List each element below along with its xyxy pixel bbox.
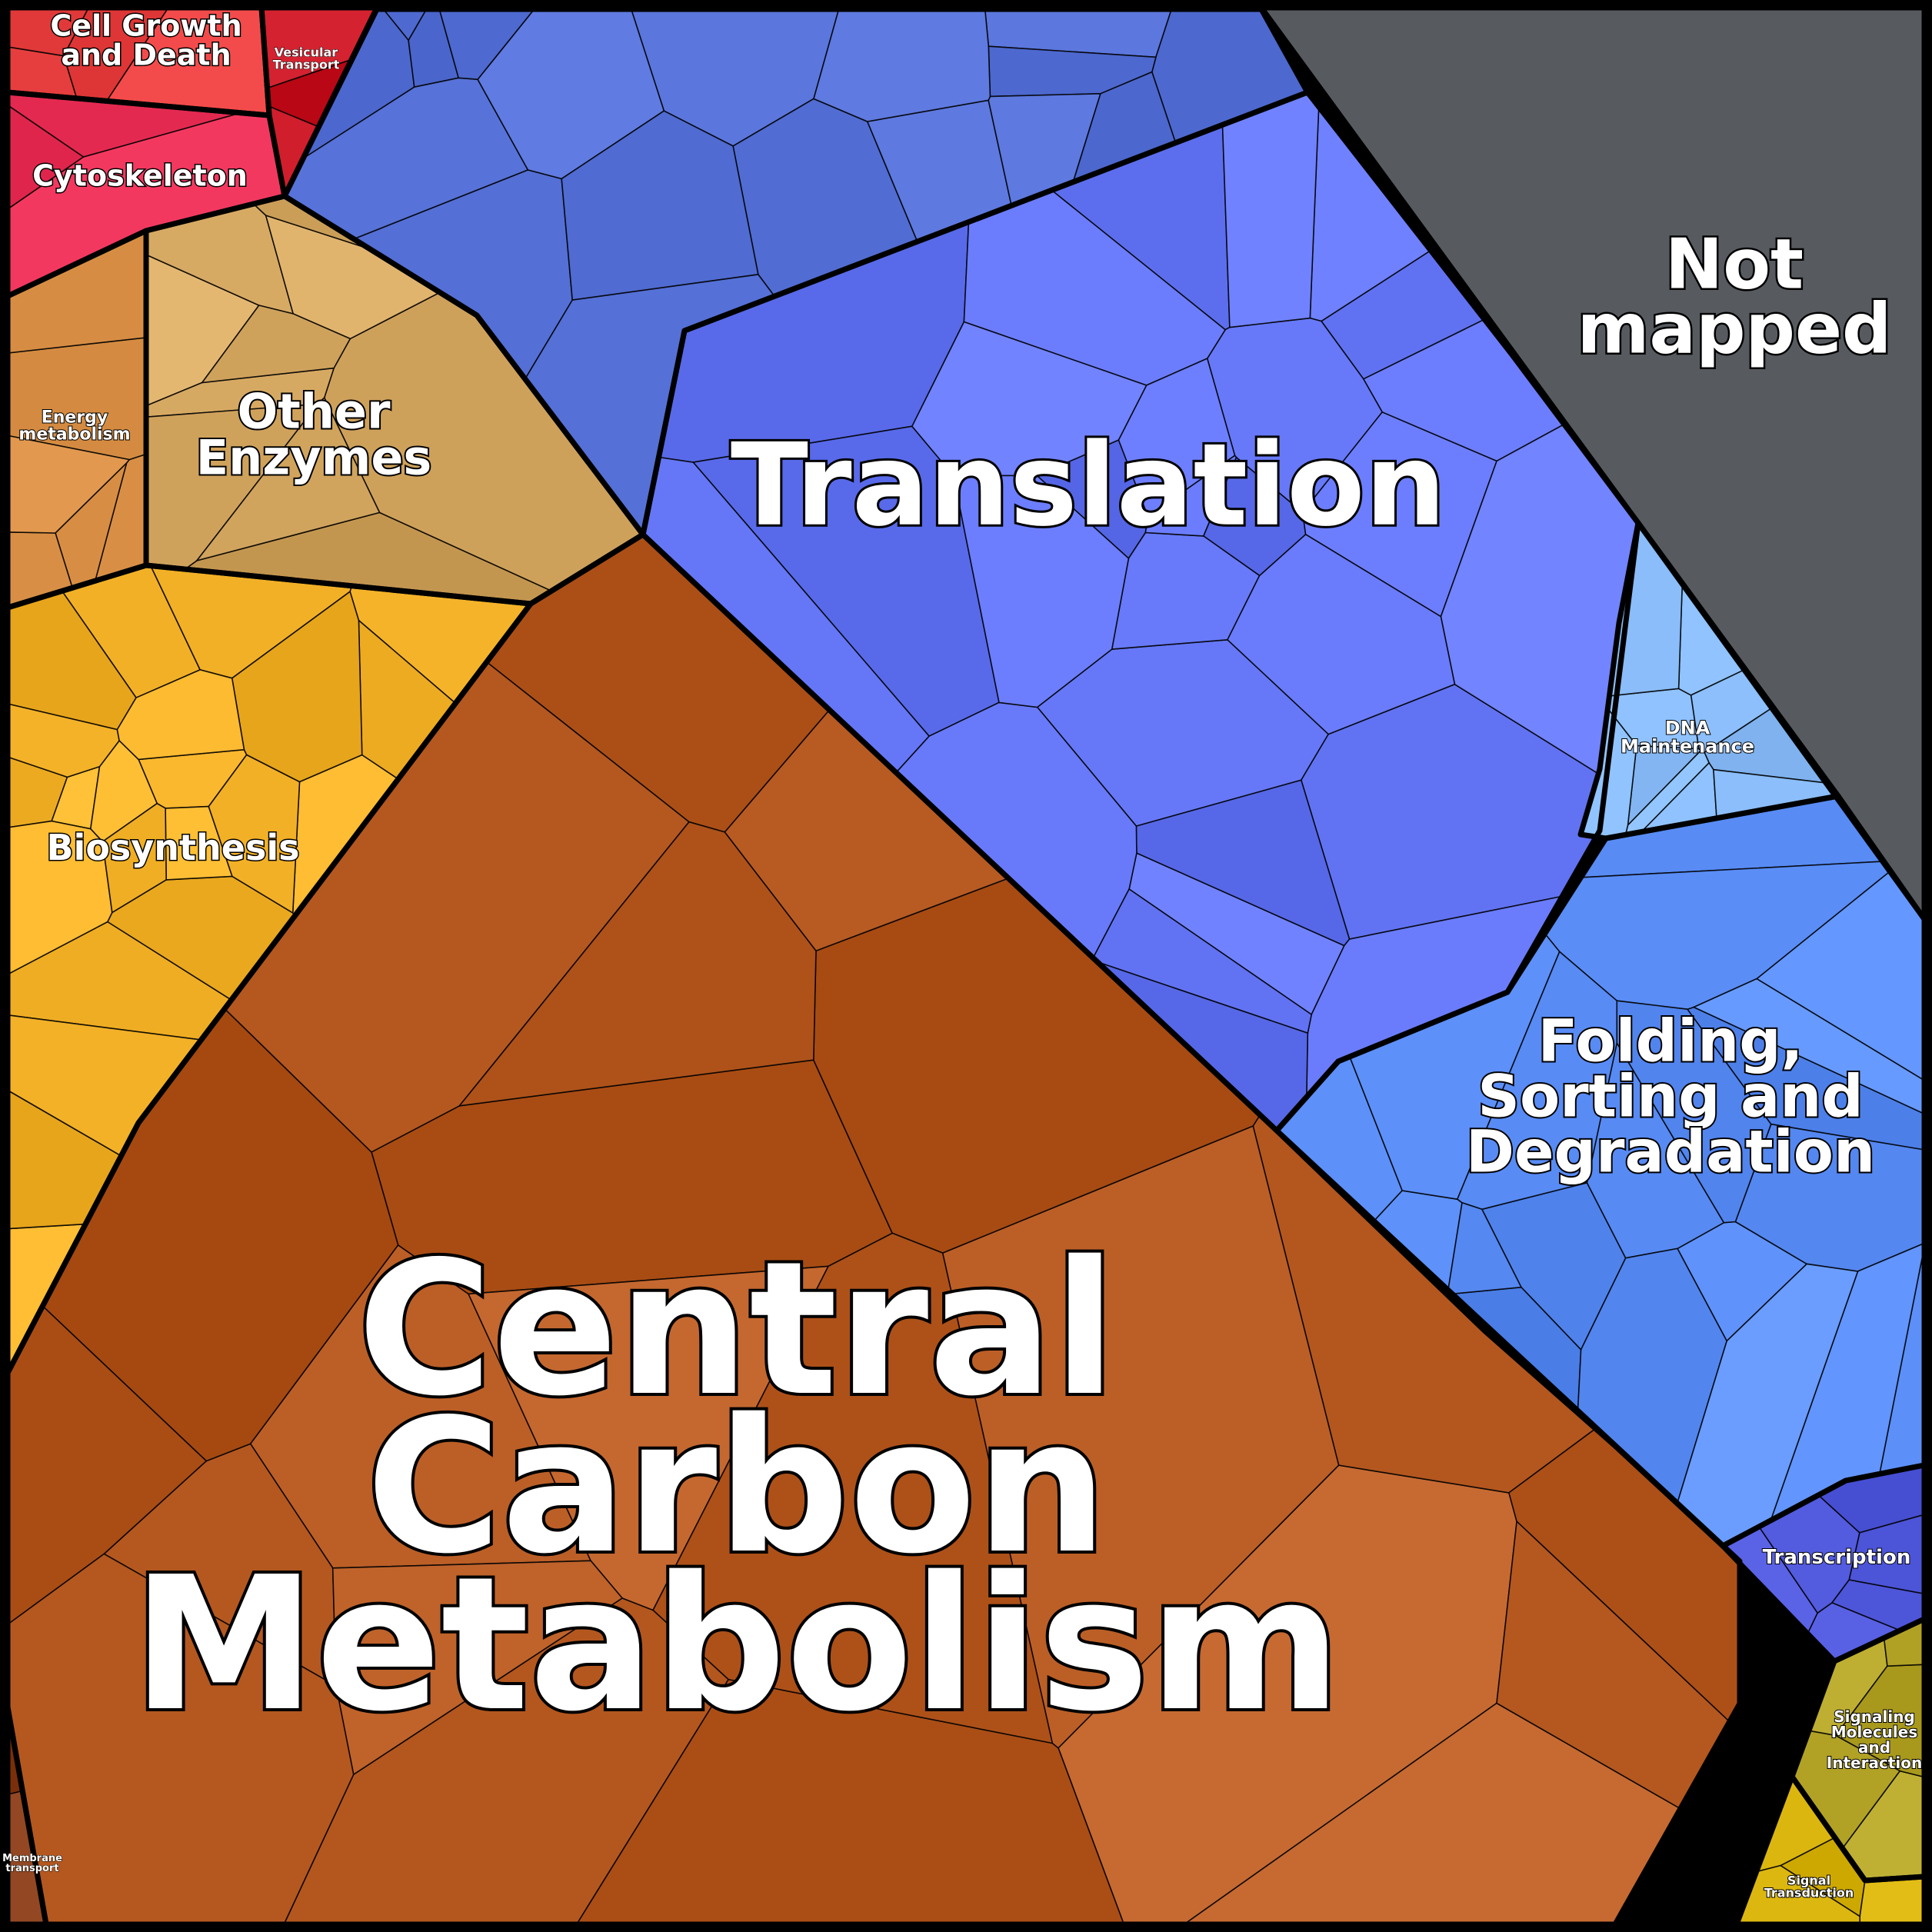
label-biosynthesis: Biosynthesis	[46, 827, 299, 868]
label-dna-maintenance: DNA Maintenance	[1621, 717, 1754, 757]
label-line: Energy	[42, 408, 108, 428]
energy-metabolism-cell	[7, 435, 131, 534]
label-line: and Death	[61, 38, 231, 72]
region-not-mapped	[1261, 8, 1924, 919]
folding-cell	[1447, 1201, 1523, 1295]
label-line: metabolism	[18, 425, 130, 445]
translation-cell	[952, 475, 1130, 708]
label-line: Degradation	[1466, 1118, 1875, 1186]
label-line: Cytoskeleton	[32, 158, 248, 192]
translation-cell	[1202, 456, 1307, 577]
label-line: DNA	[1665, 717, 1710, 738]
label-other-enzymes: Other Enzymes	[196, 384, 432, 486]
label-line: Central	[357, 1221, 1116, 1437]
label-line: Interaction	[1827, 1754, 1922, 1772]
label-line: Signaling	[1834, 1707, 1915, 1726]
translation-cell	[1221, 92, 1320, 328]
label-line: Vesicular	[275, 45, 338, 60]
biosynthesis-cell	[7, 820, 113, 976]
cell-layer	[7, 7, 1925, 1925]
label-membrane-transport: Membrane transport	[2, 1853, 62, 1874]
biosynthesis-cell	[208, 754, 301, 914]
label-cytoskeleton: Cytoskeleton	[32, 158, 248, 192]
label-line: Transport	[273, 58, 340, 72]
region-border-folding	[1274, 793, 1927, 1549]
label-line: Metabolism	[132, 1537, 1341, 1752]
region-border-upper-translation	[281, 6, 1311, 538]
label-line: Sorting and	[1477, 1062, 1864, 1131]
label-line: Signal	[1787, 1874, 1830, 1888]
label-signaling-molecules: Signaling Molecules and Interaction	[1827, 1707, 1922, 1772]
central-carbon-metabolism-cell	[331, 1560, 624, 1776]
label-central-carbon-metabolism: Central Carbon Metabolism	[132, 1221, 1341, 1752]
label-line: Cell Growth	[50, 8, 242, 42]
label-vesicular-transport: Vesicular Transport	[273, 45, 340, 72]
translation-cell	[1144, 455, 1237, 537]
central-carbon-metabolism-cell	[458, 821, 817, 1107]
label-line: Molecules	[1831, 1723, 1917, 1741]
other-enzymes-cell	[201, 305, 351, 384]
label-line: and	[1858, 1738, 1890, 1757]
label-line: Transcription	[1763, 1546, 1911, 1569]
label-line: Enzymes	[196, 430, 432, 486]
biosynthesis-cell	[102, 802, 167, 914]
signal-transduction-cell	[1859, 1876, 1925, 1925]
label-line: Other	[237, 384, 391, 440]
label-line: Transduction	[1764, 1886, 1854, 1900]
label-signal-transduction: Signal Transduction	[1764, 1874, 1854, 1900]
label-line: Biosynthesis	[46, 827, 299, 868]
upper-translation-cell	[813, 8, 991, 122]
label-line: Membrane	[2, 1853, 62, 1864]
label-line: Maintenance	[1621, 735, 1754, 757]
label-line: transport	[5, 1863, 58, 1874]
label-transcription: Transcription	[1763, 1546, 1911, 1569]
label-line: Translation	[731, 419, 1446, 551]
label-line: Carbon	[366, 1379, 1108, 1594]
label-not-mapped: Not mapped	[1577, 225, 1892, 370]
region-border-dna-maintenance	[1577, 520, 1841, 841]
other-enzymes-cell	[195, 396, 381, 562]
label-folding: Folding, Sorting and Degradation	[1466, 1007, 1875, 1186]
label-layer: Not mapped Translation Central Carbon Metabol…	[2, 8, 1924, 1901]
label-energy-metabolism: Energy metabolism	[18, 408, 130, 445]
label-cell-growth-and-death: Cell Growth and Death	[50, 8, 242, 72]
translation-cell	[1118, 357, 1236, 518]
central-carbon-metabolism-cell	[652, 1232, 1054, 1744]
label-translation: Translation	[731, 419, 1446, 551]
biosynthesis-cell	[116, 669, 245, 761]
label-line: Folding,	[1538, 1007, 1804, 1075]
label-line: mapped	[1577, 289, 1892, 370]
label-line: Not	[1665, 225, 1804, 305]
folding-cell	[1616, 1000, 1772, 1224]
